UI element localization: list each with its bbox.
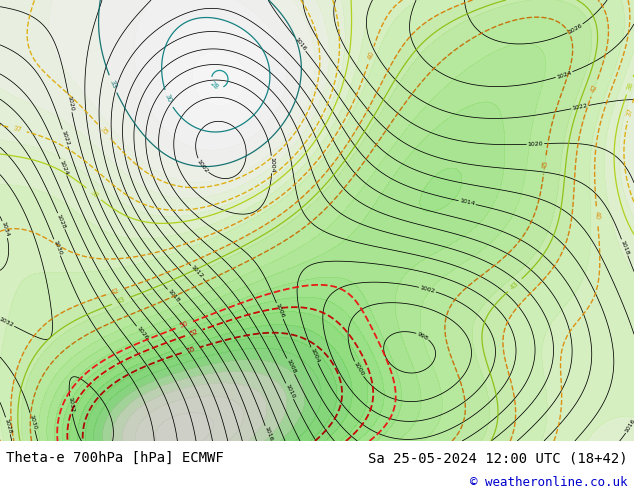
Text: 1010: 1010 (284, 383, 295, 399)
Text: 1004: 1004 (309, 347, 320, 364)
Text: 1002: 1002 (419, 285, 436, 294)
Text: 1014: 1014 (459, 198, 476, 207)
Text: 1020: 1020 (66, 96, 74, 112)
Text: 1016: 1016 (624, 418, 634, 434)
Text: 1024: 1024 (58, 159, 68, 175)
Text: 1026: 1026 (135, 325, 149, 341)
Text: 1016: 1016 (263, 426, 273, 442)
Text: 1028: 1028 (56, 213, 67, 229)
Text: 1004: 1004 (269, 157, 275, 172)
Text: 45: 45 (541, 160, 548, 169)
Text: 38: 38 (625, 80, 634, 91)
Text: 42: 42 (110, 288, 120, 296)
Text: 43: 43 (115, 296, 126, 305)
Text: 1002: 1002 (196, 158, 209, 173)
Text: Sa 25-05-2024 12:00 UTC (18+42): Sa 25-05-2024 12:00 UTC (18+42) (368, 451, 628, 465)
Text: 1006: 1006 (275, 303, 285, 319)
Text: 1024: 1024 (556, 70, 573, 79)
Text: 1032: 1032 (67, 397, 74, 413)
Text: 42: 42 (590, 83, 598, 93)
Text: 1000: 1000 (353, 361, 365, 377)
Text: 998: 998 (417, 331, 429, 341)
Text: 37: 37 (13, 125, 23, 133)
Text: 50: 50 (179, 320, 190, 329)
Text: 30: 30 (164, 94, 173, 104)
Text: 40: 40 (594, 211, 600, 220)
Text: 33: 33 (108, 79, 117, 89)
Text: 37: 37 (626, 107, 634, 117)
Text: 1030: 1030 (52, 239, 62, 256)
Text: 1034: 1034 (1, 221, 10, 238)
Text: 1028: 1028 (4, 417, 13, 434)
Text: 43: 43 (510, 280, 520, 291)
Text: 1026: 1026 (567, 23, 583, 35)
Text: 1012: 1012 (190, 265, 204, 279)
Text: 52: 52 (189, 328, 199, 337)
Text: © weatheronline.co.uk: © weatheronline.co.uk (470, 476, 628, 489)
Text: 1018: 1018 (619, 239, 630, 256)
Text: 40: 40 (366, 50, 375, 60)
Text: 38: 38 (88, 189, 99, 199)
Text: 35: 35 (99, 126, 109, 137)
Text: 1020: 1020 (527, 141, 543, 147)
Text: 28: 28 (209, 80, 220, 91)
Text: 1022: 1022 (572, 103, 588, 111)
Text: 1022: 1022 (60, 129, 70, 146)
Text: 1018: 1018 (166, 289, 180, 303)
Text: 1008: 1008 (285, 358, 296, 374)
Text: 55: 55 (186, 346, 196, 354)
Text: 1032: 1032 (0, 317, 15, 328)
Text: 1016: 1016 (294, 37, 307, 52)
Text: 1030: 1030 (28, 414, 37, 430)
Text: Theta-e 700hPa [hPa] ECMWF: Theta-e 700hPa [hPa] ECMWF (6, 451, 224, 465)
